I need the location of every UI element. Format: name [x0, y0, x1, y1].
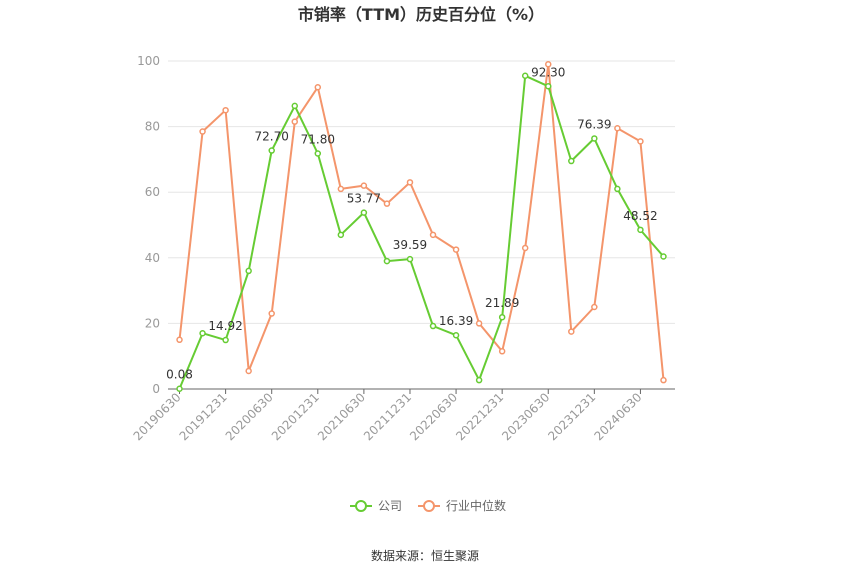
data-point	[637, 138, 644, 145]
data-label: 71.80	[301, 132, 335, 146]
x-tick-label: 20201231	[269, 390, 322, 443]
y-tick-label: 0	[152, 382, 160, 396]
data-point	[475, 320, 483, 327]
data-point	[268, 310, 275, 317]
y-tick-label: 100	[137, 54, 160, 68]
data-point	[291, 118, 298, 125]
data-point	[591, 135, 598, 142]
data-point	[406, 255, 414, 263]
data-label: 16.39	[439, 314, 473, 328]
chart-title: 市销率（TTM）历史百分位（%）	[298, 5, 544, 24]
x-tick-label: 20240630	[591, 390, 644, 443]
data-point	[545, 83, 552, 90]
x-tick-label: 20230630	[499, 390, 552, 443]
x-tick-label: 20200630	[223, 390, 276, 443]
y-axis: 0 20 40 60 80 100	[137, 54, 160, 396]
data-point	[545, 61, 552, 68]
data-point	[199, 329, 206, 337]
y-tick-label: 60	[145, 185, 160, 199]
data-label: 72.70	[255, 130, 289, 144]
data-point	[568, 157, 575, 165]
data-label: 48.52	[623, 209, 657, 223]
data-point	[314, 83, 322, 91]
data-point	[568, 328, 575, 335]
x-tick-label: 20231231	[545, 390, 598, 443]
legend-label: 公司	[378, 499, 402, 513]
source-note: 数据来源：恒生聚源	[371, 548, 479, 563]
data-point	[176, 385, 183, 392]
data-label: 21.89	[485, 296, 519, 310]
data-point	[614, 124, 621, 132]
data-point	[406, 179, 414, 186]
grid-lines	[168, 60, 675, 324]
legend-marker	[355, 500, 367, 512]
x-tick-label: 20190630	[131, 390, 184, 443]
data-point	[176, 336, 183, 344]
legend[interactable]: 公司 行业中位数	[350, 498, 506, 513]
data-labels: 0.08 14.92 72.70 71.80 53.77 39.59 16.39 21.89 9…	[166, 65, 657, 381]
data-point	[452, 331, 460, 339]
data-label: 76.39	[577, 117, 611, 131]
x-tick-label: 20221231	[453, 390, 506, 443]
data-point	[660, 253, 667, 260]
x-tick-label: 20211231	[361, 390, 414, 443]
data-point	[521, 244, 529, 252]
data-point	[591, 303, 598, 311]
data-label: 92.30	[531, 65, 565, 79]
series-lines	[178, 63, 665, 390]
data-point	[637, 226, 644, 234]
data-point	[268, 147, 275, 154]
data-point	[383, 200, 391, 207]
legend-item[interactable]: 公司	[350, 499, 402, 513]
legend-label: 行业中位数	[446, 498, 506, 513]
x-tick-label: 20220630	[407, 390, 460, 443]
data-label: 53.77	[347, 192, 381, 206]
data-point	[452, 246, 460, 253]
data-point	[429, 322, 437, 330]
data-point	[383, 257, 391, 265]
data-point	[245, 267, 252, 275]
data-point	[429, 231, 437, 239]
y-tick-label: 20	[145, 316, 160, 330]
y-tick-label: 80	[145, 120, 160, 134]
x-tick-label: 20191231	[177, 390, 230, 443]
data-point	[475, 376, 483, 384]
series-points	[176, 61, 667, 392]
data-point	[360, 182, 368, 189]
legend-item[interactable]: 行业中位数	[418, 498, 506, 513]
data-point	[614, 185, 621, 193]
data-label: 39.59	[393, 238, 427, 252]
data-point	[314, 150, 322, 157]
data-label: 0.08	[166, 368, 193, 382]
data-point	[245, 367, 252, 375]
data-point	[498, 348, 506, 355]
data-label: 14.92	[208, 319, 242, 333]
data-point	[498, 313, 506, 321]
series-line	[178, 74, 665, 390]
data-point	[199, 128, 206, 135]
legend-marker	[423, 500, 435, 512]
x-tick-label: 20210630	[315, 390, 368, 443]
y-tick-label: 40	[145, 251, 160, 265]
data-point	[222, 336, 229, 344]
data-point	[360, 209, 368, 216]
data-point	[291, 102, 298, 110]
x-axis: 2019063020191231202006302020123120210630…	[131, 388, 675, 443]
series-line	[178, 63, 665, 381]
data-point	[222, 106, 229, 114]
data-point	[337, 185, 345, 193]
data-point	[660, 376, 667, 384]
data-point	[337, 231, 345, 239]
data-point	[521, 72, 529, 80]
